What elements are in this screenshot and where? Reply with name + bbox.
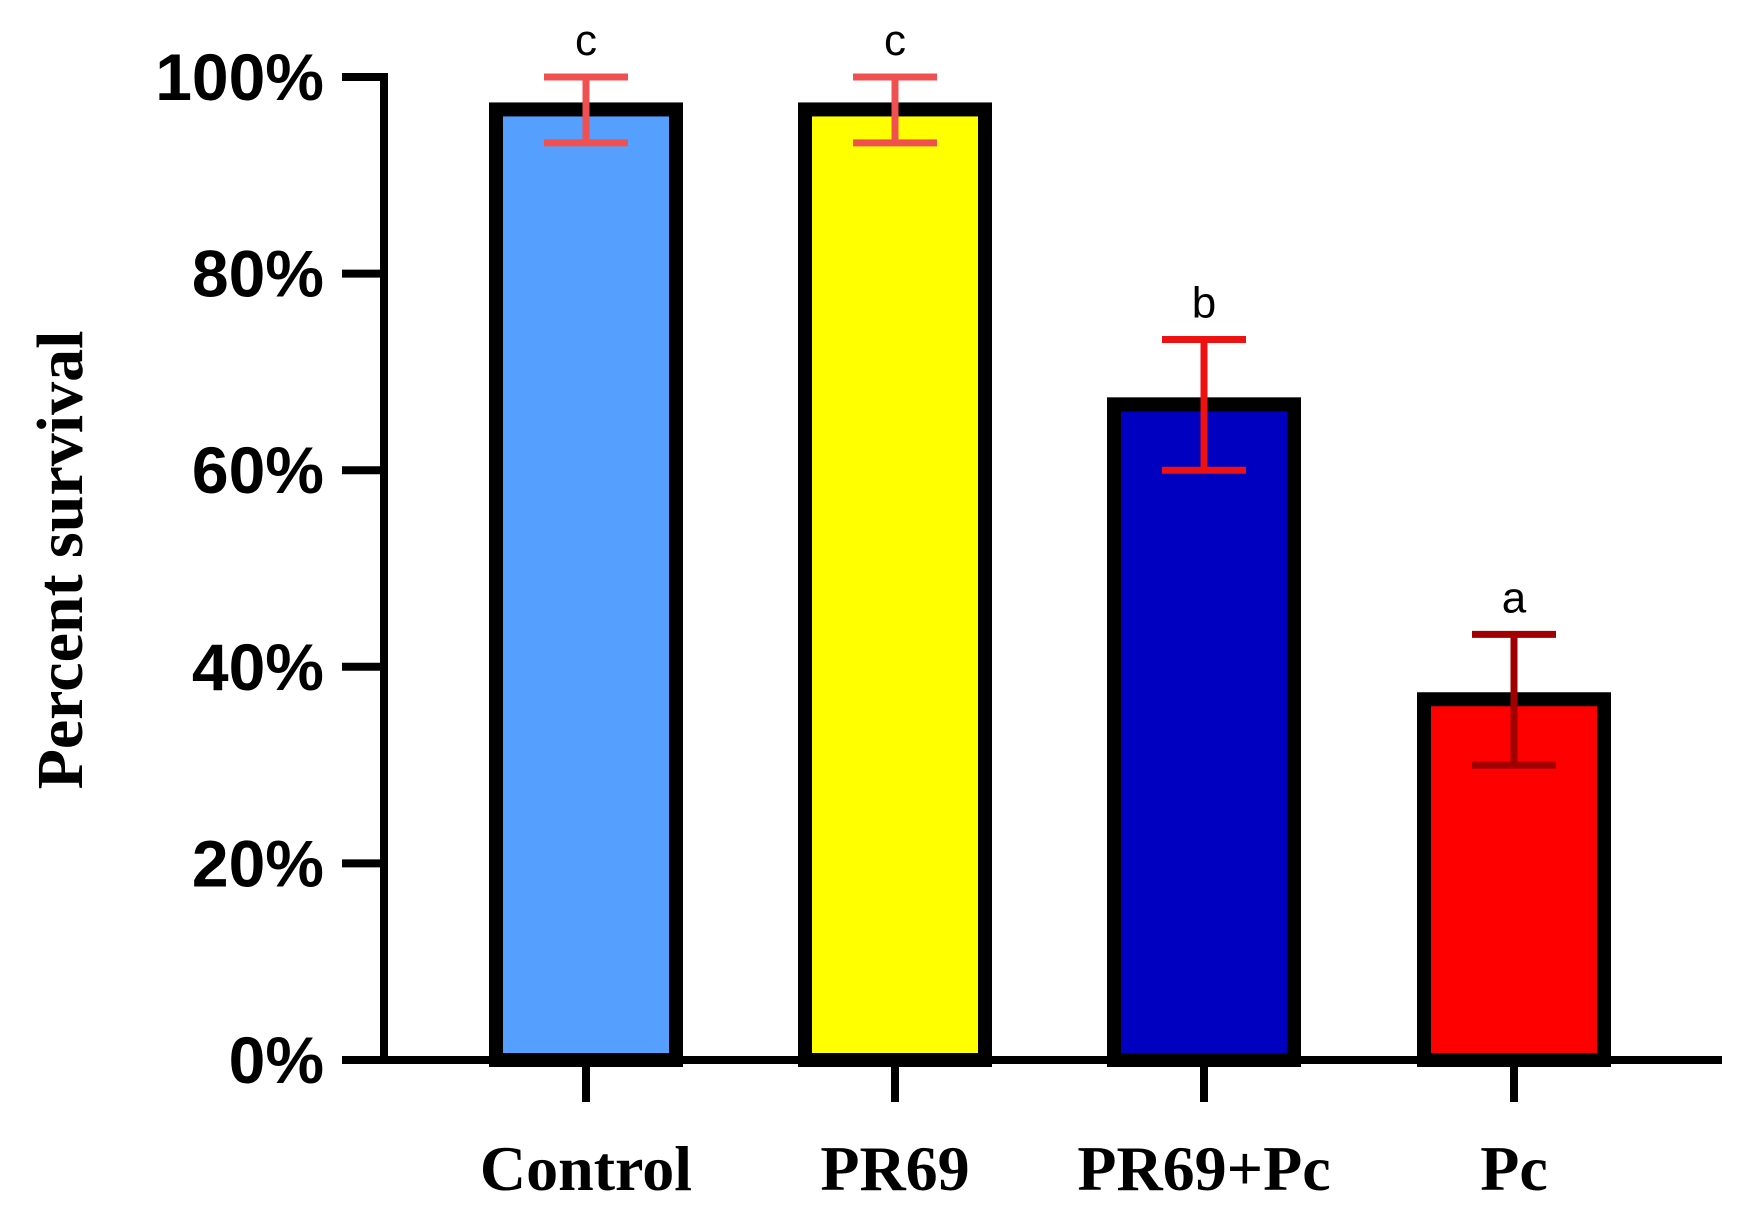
- y-tick-label: 20%: [192, 826, 324, 900]
- x-category-label: Control: [480, 1133, 692, 1204]
- bars: [489, 102, 1611, 1067]
- y-tick-label: 100%: [155, 40, 324, 114]
- bar-pr69: [798, 102, 992, 1067]
- x-category-label: PR69: [820, 1133, 969, 1204]
- significance-letter: c: [575, 16, 597, 65]
- x-axis-categories: Control PR69 PR69+Pc Pc: [480, 1060, 1548, 1204]
- bar-pr69-pc: [1107, 397, 1301, 1067]
- y-tick-label: 40%: [192, 630, 324, 704]
- significance-letter: a: [1502, 573, 1527, 622]
- error-bar: [1472, 630, 1556, 769]
- y-tick-label: 60%: [192, 433, 324, 507]
- error-bar: [1162, 335, 1246, 474]
- x-category-label: PR69+Pc: [1077, 1133, 1330, 1204]
- y-tick-label: 0%: [229, 1023, 324, 1097]
- y-axis-ticks: 0% 20% 40% 60% 80% 100%: [155, 40, 384, 1097]
- significance-letter: b: [1192, 278, 1216, 327]
- error-bar: [544, 73, 628, 147]
- x-category-label: Pc: [1480, 1133, 1548, 1204]
- y-axis-title: Percent survival: [24, 331, 97, 790]
- axes: [380, 73, 1722, 1064]
- error-bar: [853, 73, 937, 147]
- bar-control: [489, 102, 683, 1067]
- significance-letter: c: [884, 16, 906, 65]
- significance-letters: c c b a: [575, 16, 1527, 622]
- y-tick-label: 80%: [192, 237, 324, 311]
- error-bars: [544, 73, 1556, 769]
